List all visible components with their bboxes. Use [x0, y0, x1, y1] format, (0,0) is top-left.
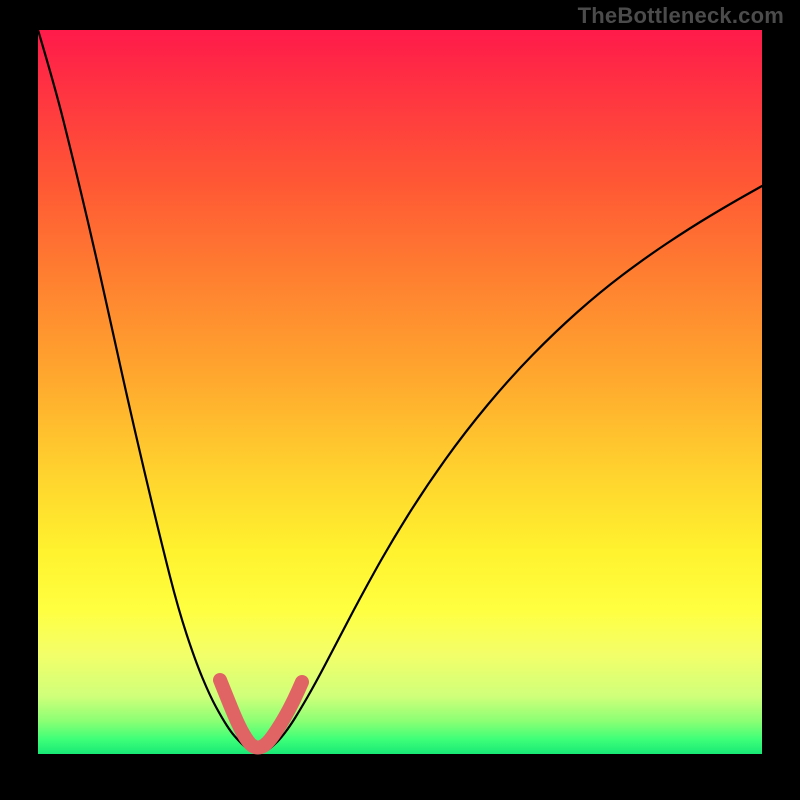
chart-svg	[0, 0, 800, 800]
watermark-text: TheBottleneck.com	[578, 3, 784, 29]
chart-container: TheBottleneck.com	[0, 0, 800, 800]
plot-background	[38, 30, 762, 754]
